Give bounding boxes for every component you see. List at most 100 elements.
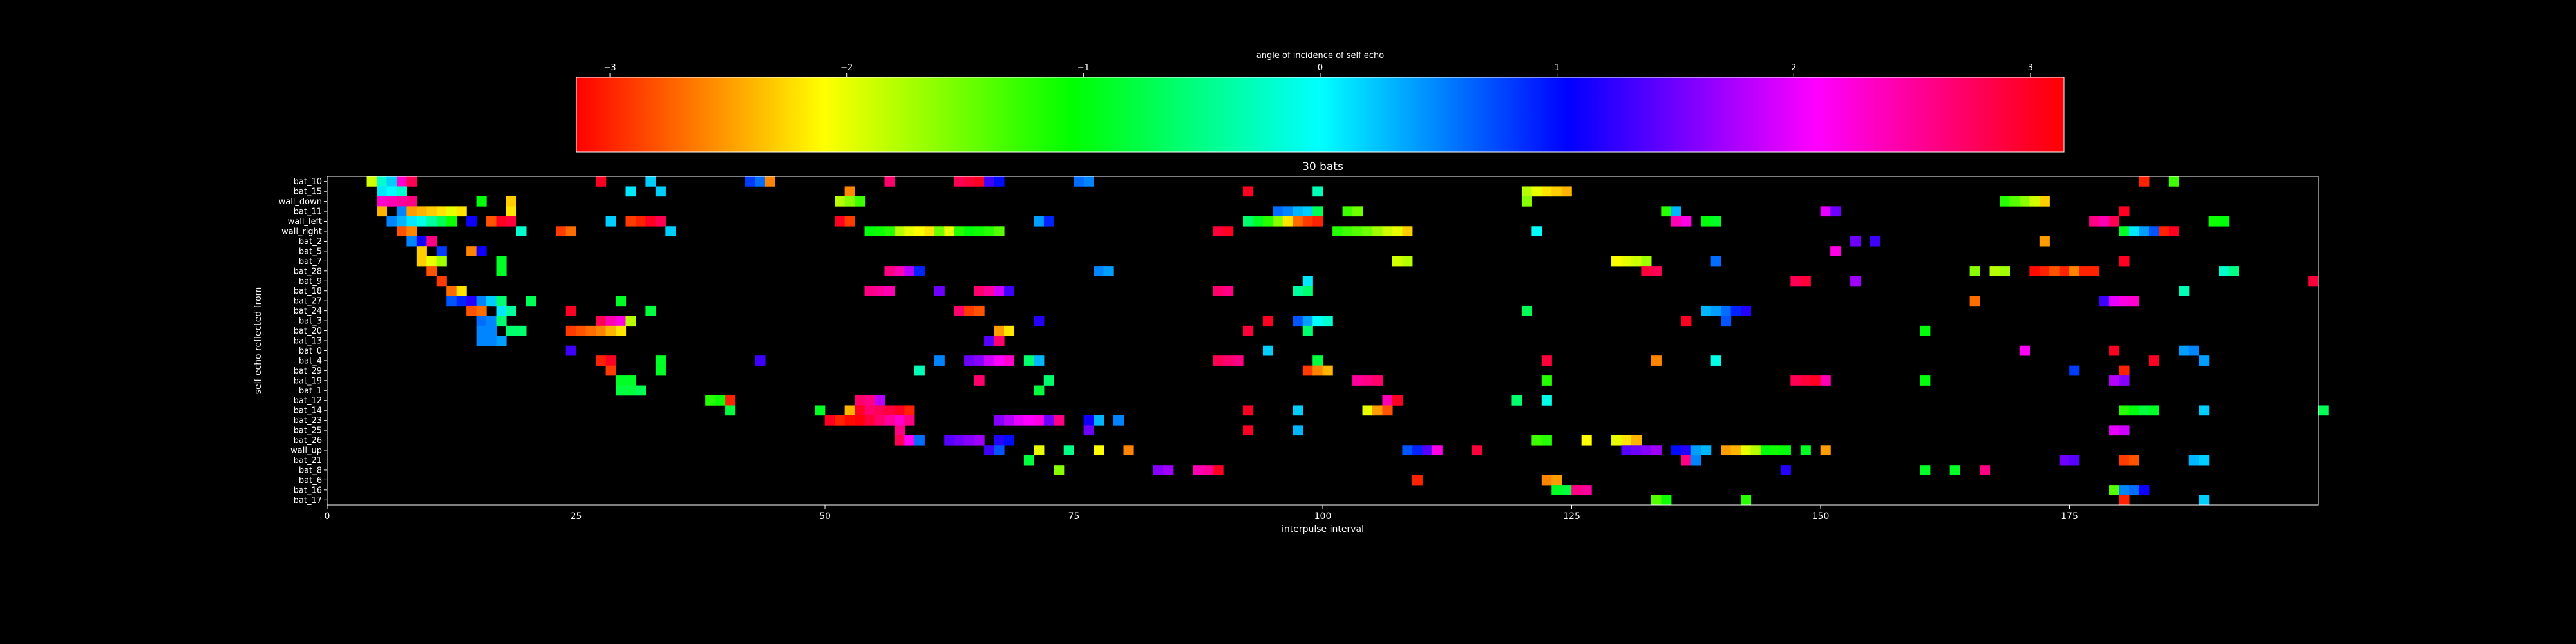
heatmap-cell bbox=[864, 226, 875, 237]
heatmap-cell bbox=[2219, 266, 2230, 276]
heatmap-cell bbox=[625, 216, 636, 227]
heatmap-cell bbox=[2039, 266, 2050, 276]
heatmap-cell bbox=[1312, 206, 1323, 217]
heatmap-cell bbox=[1273, 216, 1283, 227]
heatmap-cell bbox=[426, 256, 437, 267]
heatmap-cell bbox=[1800, 375, 1811, 386]
heatmap-cell bbox=[1820, 375, 1831, 386]
heatmap-cell bbox=[1382, 395, 1393, 406]
x-tick-label: 125 bbox=[1563, 511, 1580, 522]
heatmap-cell bbox=[1541, 435, 1552, 446]
heatmap-cell bbox=[934, 355, 945, 366]
heatmap-cell bbox=[635, 385, 647, 396]
heatmap-cell bbox=[2208, 216, 2219, 227]
heatmap-cell bbox=[1302, 316, 1313, 327]
heatmap-cell bbox=[1681, 455, 1692, 466]
heatmap-cell bbox=[1671, 206, 1681, 217]
heatmap-cell bbox=[516, 226, 527, 237]
heatmap-cell bbox=[2148, 355, 2159, 366]
heatmap-cell bbox=[1392, 395, 1403, 406]
heatmap-cell bbox=[605, 325, 616, 336]
heatmap-cell bbox=[1541, 355, 1552, 366]
heatmap-cell bbox=[1293, 216, 1303, 227]
heatmap-cell bbox=[1043, 375, 1054, 386]
heatmap-cell bbox=[1352, 375, 1363, 386]
heatmap-cell bbox=[446, 286, 457, 296]
heatmap-cell bbox=[1999, 266, 2011, 276]
heatmap-cell bbox=[884, 415, 895, 426]
heatmap-cell bbox=[486, 216, 497, 227]
heatmap-cell bbox=[456, 206, 467, 217]
heatmap-cell bbox=[396, 176, 407, 187]
heatmap-cell bbox=[1741, 305, 1752, 316]
heatmap-cell bbox=[1043, 216, 1054, 227]
heatmap-cell bbox=[1989, 266, 2000, 276]
heatmap-cell bbox=[596, 355, 607, 366]
heatmap-cell bbox=[596, 316, 607, 327]
heatmap-cell bbox=[964, 305, 975, 316]
heatmap-cell bbox=[1213, 286, 1224, 296]
heatmap-cell bbox=[2039, 236, 2050, 247]
heatmap-cell bbox=[1721, 445, 1732, 456]
heatmap-cell bbox=[1074, 176, 1084, 187]
heatmap-cell bbox=[1243, 186, 1254, 197]
y-axis-label: self echo reflected from bbox=[253, 287, 263, 395]
y-tick-label: bat_11 bbox=[294, 207, 322, 217]
y-tick-label: wall_up bbox=[290, 446, 322, 456]
heatmap-cell bbox=[904, 435, 915, 446]
heatmap-cell bbox=[994, 325, 1005, 336]
heatmap-cell bbox=[2119, 425, 2130, 436]
heatmap-cell bbox=[1262, 345, 1273, 356]
heatmap-cell bbox=[984, 286, 995, 296]
heatmap-cell bbox=[974, 286, 985, 296]
heatmap-cell bbox=[835, 196, 846, 207]
heatmap-cell bbox=[556, 226, 567, 237]
heatmap-cell bbox=[1661, 495, 1672, 506]
heatmap-cell bbox=[616, 375, 627, 386]
heatmap-cell bbox=[616, 296, 627, 307]
heatmap-cell bbox=[1034, 445, 1045, 456]
heatmap-cell bbox=[2109, 216, 2120, 227]
heatmap-cell bbox=[1681, 316, 1692, 327]
heatmap-cell bbox=[1302, 216, 1313, 227]
heatmap-cell bbox=[994, 286, 1005, 296]
heatmap-cell bbox=[964, 355, 975, 366]
heatmap-cell bbox=[377, 176, 388, 187]
heatmap-cell bbox=[426, 206, 437, 217]
x-tick-label: 75 bbox=[1068, 511, 1080, 522]
heatmap-cell bbox=[2089, 216, 2100, 227]
heatmap-cell bbox=[1760, 445, 1771, 456]
heatmap-cell bbox=[1094, 266, 1104, 276]
y-tick-label: wall_down bbox=[279, 197, 322, 207]
heatmap-cell bbox=[1003, 355, 1015, 366]
heatmap-cell bbox=[396, 196, 407, 207]
heatmap-cell bbox=[645, 216, 656, 227]
heatmap-cell bbox=[596, 325, 607, 336]
heatmap-cell bbox=[486, 325, 497, 336]
heatmap-cell bbox=[914, 365, 925, 376]
heatmap-cell bbox=[476, 305, 487, 316]
heatmap-cell bbox=[476, 316, 487, 327]
heatmap-cell bbox=[1790, 375, 1801, 386]
heatmap-cell bbox=[1293, 425, 1303, 436]
heatmap-cell bbox=[1521, 196, 1532, 207]
heatmap-cell bbox=[984, 226, 995, 237]
heatmap-cell bbox=[1054, 415, 1065, 426]
heatmap-cell bbox=[2128, 296, 2140, 307]
heatmap-cell bbox=[914, 435, 925, 446]
heatmap-cell bbox=[1820, 445, 1831, 456]
heatmap-cell bbox=[1034, 415, 1045, 426]
heatmap-cell bbox=[1830, 246, 1841, 256]
heatmap-cell bbox=[386, 176, 397, 187]
heatmap-cell bbox=[954, 176, 965, 187]
heatmap-cell bbox=[984, 355, 995, 366]
heatmap-cell bbox=[506, 196, 517, 207]
heatmap-cell bbox=[1701, 216, 1712, 227]
heatmap-cell bbox=[2049, 266, 2060, 276]
heatmap-cell bbox=[1392, 256, 1403, 267]
heatmap-cell bbox=[1671, 445, 1681, 456]
heatmap-cell bbox=[1920, 375, 1931, 386]
heatmap-cell bbox=[884, 405, 895, 416]
heatmap-cell bbox=[2079, 266, 2090, 276]
y-tick-label: bat_2 bbox=[299, 237, 322, 247]
